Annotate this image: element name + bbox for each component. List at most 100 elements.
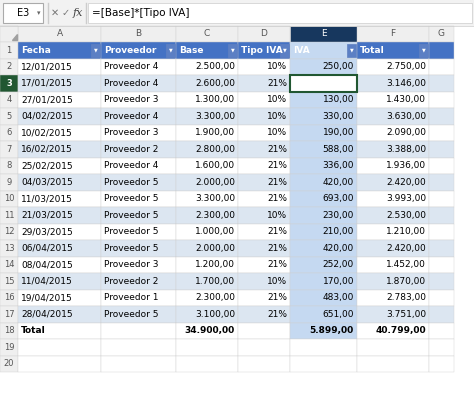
Text: 651,00: 651,00 <box>322 310 354 319</box>
Bar <box>0 306 18 322</box>
Text: 11: 11 <box>4 211 14 220</box>
Bar <box>429 322 454 339</box>
Bar <box>0 124 18 141</box>
Text: E: E <box>321 29 326 38</box>
Bar <box>357 108 429 124</box>
Text: 16/02/2015: 16/02/2015 <box>21 145 73 154</box>
Bar <box>290 322 357 339</box>
Text: 6: 6 <box>6 128 12 137</box>
Bar <box>290 75 357 91</box>
Text: 11/04/2015: 11/04/2015 <box>21 277 73 286</box>
Bar <box>0 356 18 372</box>
Bar <box>0 257 18 273</box>
Bar <box>18 273 101 289</box>
Bar <box>357 158 429 174</box>
Text: Proveedor 5: Proveedor 5 <box>104 227 158 236</box>
Bar <box>429 190 454 207</box>
Bar <box>176 223 238 240</box>
Bar <box>0 207 18 223</box>
Bar <box>101 59 176 75</box>
Bar <box>0 174 18 190</box>
Text: Proveedor 2: Proveedor 2 <box>104 277 158 286</box>
Bar <box>429 207 454 223</box>
Text: Base: Base <box>179 46 203 55</box>
Bar <box>101 257 176 273</box>
Bar <box>101 240 176 257</box>
Bar <box>357 240 429 257</box>
Bar <box>290 339 357 356</box>
Bar <box>176 356 238 372</box>
Text: 1.000,00: 1.000,00 <box>195 227 235 236</box>
Text: 12: 12 <box>4 227 14 236</box>
Text: 1: 1 <box>6 46 12 55</box>
Text: ▼: ▼ <box>94 48 97 53</box>
Text: 17/01/2015: 17/01/2015 <box>21 79 73 88</box>
Bar <box>176 289 238 306</box>
Bar <box>18 322 101 339</box>
Bar <box>429 141 454 158</box>
Bar <box>429 158 454 174</box>
Text: 5.899,00: 5.899,00 <box>310 326 354 335</box>
Text: 2.600,00: 2.600,00 <box>195 79 235 88</box>
Bar <box>176 339 238 356</box>
Bar <box>429 273 454 289</box>
Text: 40.799,00: 40.799,00 <box>375 326 426 335</box>
Bar <box>357 322 429 339</box>
Bar <box>0 158 18 174</box>
Text: 1.430,00: 1.430,00 <box>386 95 426 104</box>
Text: Proveedor 4: Proveedor 4 <box>104 161 158 170</box>
Text: 336,00: 336,00 <box>322 161 354 170</box>
Bar <box>429 75 454 91</box>
Text: 2.500,00: 2.500,00 <box>195 62 235 71</box>
Text: Proveedor 3: Proveedor 3 <box>104 260 158 269</box>
Bar <box>290 141 357 158</box>
Bar <box>18 91 101 108</box>
Bar <box>238 124 290 141</box>
Text: Total: Total <box>360 46 385 55</box>
Bar <box>176 207 238 223</box>
Text: C: C <box>204 29 210 38</box>
Text: 2.000,00: 2.000,00 <box>195 178 235 187</box>
Bar <box>238 273 290 289</box>
Text: 14: 14 <box>4 260 14 269</box>
Bar <box>18 190 101 207</box>
Text: 5: 5 <box>6 112 12 121</box>
Text: 1.870,00: 1.870,00 <box>386 277 426 286</box>
Text: Proveedor 3: Proveedor 3 <box>104 95 158 104</box>
Bar <box>290 26 357 42</box>
Bar <box>18 26 101 42</box>
Text: 21%: 21% <box>267 161 287 170</box>
Bar <box>429 356 454 372</box>
Bar <box>0 289 18 306</box>
Text: 4: 4 <box>6 95 12 104</box>
Bar <box>429 91 454 108</box>
Bar <box>101 174 176 190</box>
Text: 16: 16 <box>4 293 14 302</box>
Text: 3.100,00: 3.100,00 <box>195 310 235 319</box>
Text: Total: Total <box>21 326 46 335</box>
Bar <box>18 289 101 306</box>
Text: 1.300,00: 1.300,00 <box>195 95 235 104</box>
Text: =[Base]*[Tipo IVA]: =[Base]*[Tipo IVA] <box>92 8 190 18</box>
Bar <box>101 223 176 240</box>
Bar <box>0 322 18 339</box>
Bar <box>290 174 357 190</box>
Bar <box>357 26 429 42</box>
Text: 18: 18 <box>4 326 14 335</box>
Bar <box>101 339 176 356</box>
Text: 3.751,00: 3.751,00 <box>386 310 426 319</box>
Text: 3.300,00: 3.300,00 <box>195 112 235 121</box>
Text: 9: 9 <box>6 178 12 187</box>
Bar <box>91 44 100 57</box>
Bar <box>357 273 429 289</box>
Bar <box>101 141 176 158</box>
Text: ▾: ▾ <box>37 11 41 17</box>
Bar <box>357 289 429 306</box>
Bar <box>176 174 238 190</box>
Text: E3: E3 <box>17 8 29 18</box>
Bar <box>176 141 238 158</box>
Bar <box>18 141 101 158</box>
Text: 28/04/2015: 28/04/2015 <box>21 310 73 319</box>
Text: Proveedor 2: Proveedor 2 <box>104 145 158 154</box>
Bar <box>18 306 101 322</box>
